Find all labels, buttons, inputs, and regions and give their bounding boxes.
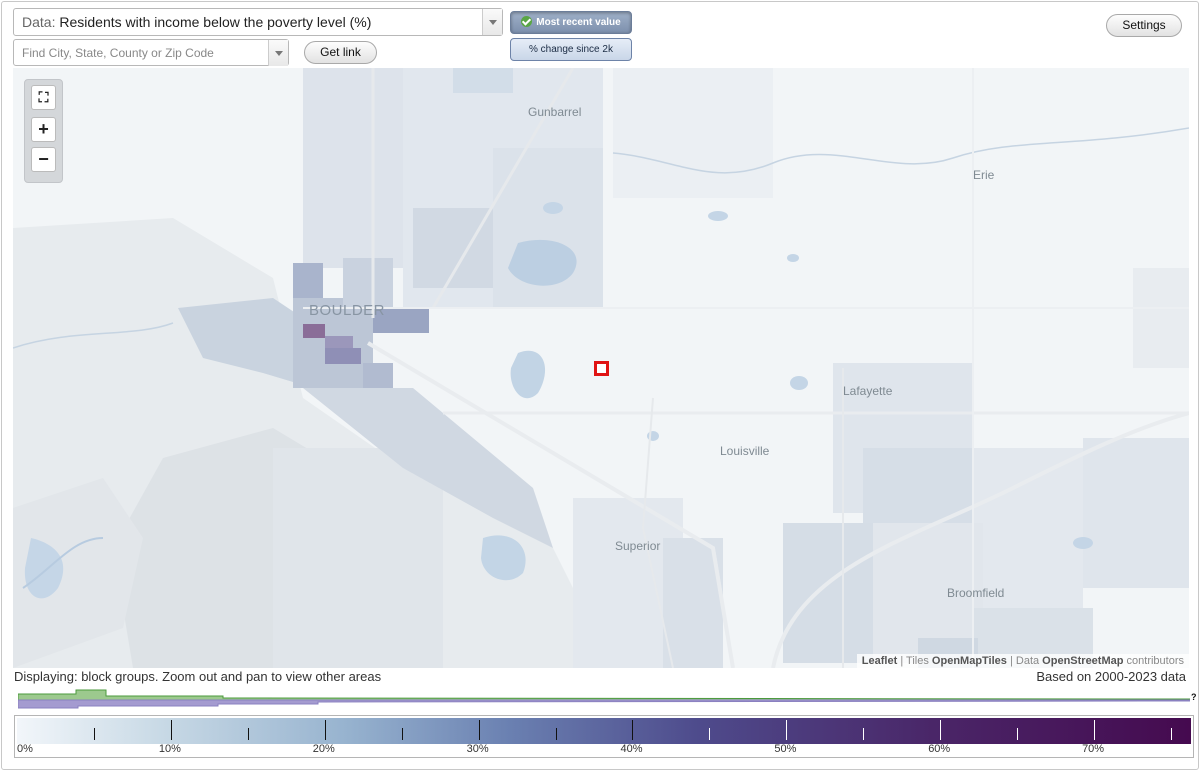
legend-minor-tick — [1170, 728, 1172, 740]
histogram-unknown-marker: ? — [1191, 692, 1197, 702]
location-marker[interactable] — [594, 361, 609, 376]
zoom-out-button[interactable]: − — [31, 147, 56, 172]
location-search[interactable] — [13, 39, 289, 66]
attribution-sep2: | Data — [1006, 655, 1043, 667]
map-view[interactable]: ⛶ + − Gunbarrel Erie BOULDER Lafayette L… — [13, 68, 1189, 668]
legend-minor-tick — [93, 728, 95, 740]
data-select-value: Residents with income below the poverty … — [59, 14, 372, 30]
legend-major-tick — [324, 720, 326, 740]
legend-minor-tick — [709, 728, 711, 740]
color-legend[interactable]: 0% 10% 20% 30% 40% 50% 60% 70% — [14, 715, 1194, 758]
data-range-status: Based on 2000-2023 data — [1036, 669, 1186, 684]
most-recent-label: Most recent value — [536, 17, 621, 28]
legend-major-tick — [786, 720, 788, 740]
legend-color-ramp — [17, 718, 1191, 744]
legend-label: 50% — [774, 743, 797, 755]
legend-label: 30% — [466, 743, 489, 755]
legend-major-tick — [632, 720, 634, 740]
legend-minor-tick — [1017, 728, 1019, 740]
chevron-down-icon[interactable] — [482, 9, 502, 35]
map-tiles — [13, 68, 1189, 668]
zoom-control: ⛶ + − — [24, 79, 63, 183]
legend-minor-tick — [863, 728, 865, 740]
legend-minor-tick — [401, 728, 403, 740]
data-select-prefix: Data: — [22, 14, 56, 30]
legend-minor-tick — [555, 728, 557, 740]
legend-label: 0% — [17, 743, 33, 755]
data-select[interactable]: Data: Residents with income below the po… — [13, 8, 503, 36]
osm-link[interactable]: OpenStreetMap — [1042, 655, 1124, 667]
legend-label: 60% — [928, 743, 951, 755]
legend-label: 40% — [620, 743, 643, 755]
place-label-gunbarrel: Gunbarrel — [528, 105, 582, 119]
get-link-button[interactable]: Get link — [304, 41, 377, 64]
legend-major-tick — [940, 720, 942, 740]
legend-major-tick — [170, 720, 172, 740]
map-attribution: Leaflet | Tiles OpenMapTiles | Data Open… — [856, 654, 1189, 668]
settings-button[interactable]: Settings — [1106, 14, 1182, 37]
displaying-status: Displaying: block groups. Zoom out and p… — [14, 669, 382, 684]
place-label-erie: Erie — [973, 168, 995, 182]
legend-label: 20% — [312, 743, 335, 755]
legend-label: 10% — [158, 743, 181, 755]
leaflet-link[interactable]: Leaflet — [861, 655, 898, 667]
legend-label: 70% — [1082, 743, 1105, 755]
openmaptiles-link[interactable]: OpenMapTiles — [931, 655, 1007, 667]
chevron-down-icon[interactable] — [268, 40, 288, 66]
most-recent-toggle[interactable]: Most recent value — [510, 11, 632, 34]
legend-major-tick — [478, 720, 480, 740]
legend-major-tick — [1094, 720, 1096, 740]
pct-change-toggle[interactable]: % change since 2k — [510, 38, 632, 61]
legend-minor-tick — [247, 728, 249, 740]
place-label-lafayette: Lafayette — [843, 384, 893, 398]
value-histogram — [18, 689, 1190, 709]
search-input[interactable] — [14, 40, 264, 65]
place-label-louisville: Louisville — [720, 444, 770, 458]
place-label-superior: Superior — [615, 539, 661, 553]
checkmark-icon — [521, 16, 533, 27]
place-label-broomfield: Broomfield — [947, 586, 1005, 600]
attribution-sep1: | Tiles — [897, 655, 932, 667]
zoom-in-button[interactable]: + — [31, 117, 56, 142]
attribution-tail: contributors — [1123, 655, 1184, 667]
fit-bounds-icon[interactable]: ⛶ — [31, 85, 56, 110]
place-label-boulder: BOULDER — [309, 302, 386, 319]
